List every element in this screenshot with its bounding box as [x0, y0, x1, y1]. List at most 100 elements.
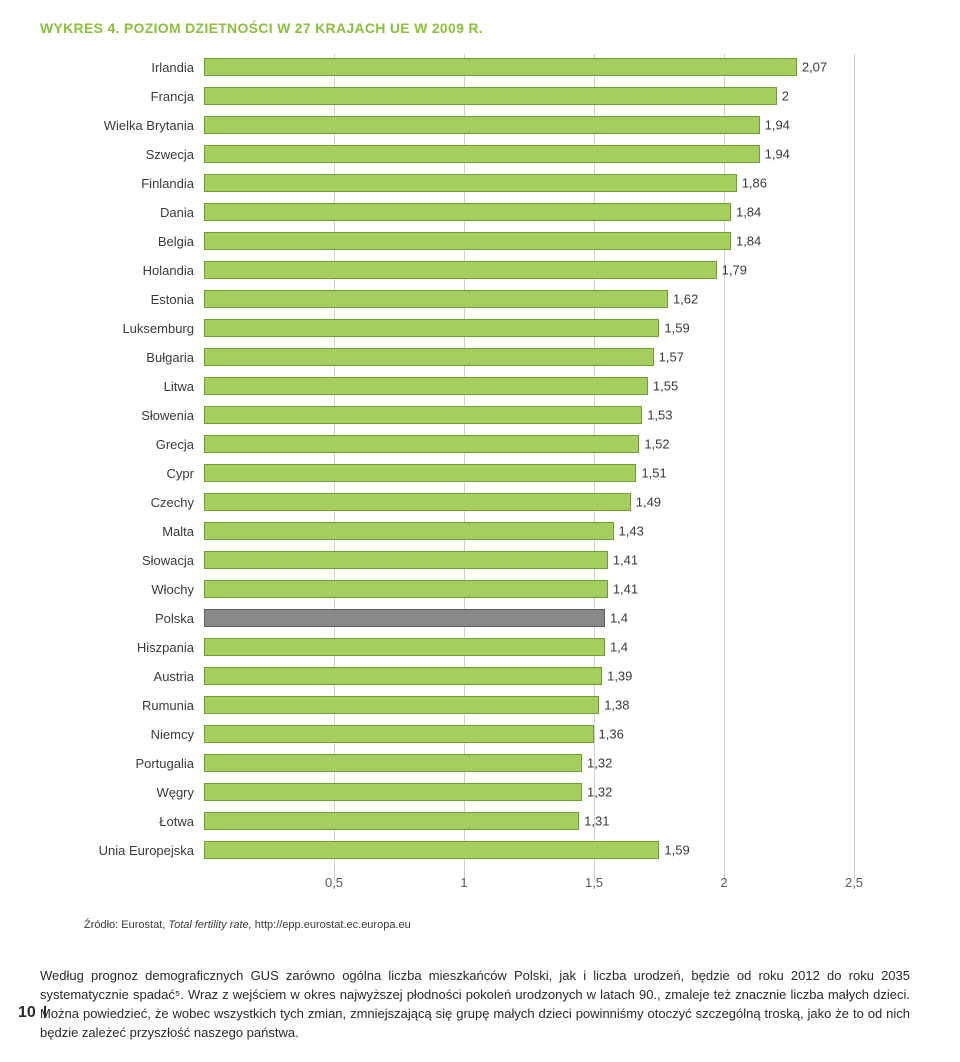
- chart-row: Łotwa1,31: [84, 808, 920, 834]
- chart-value-label: 1,59: [664, 843, 689, 858]
- chart-bar: 1,55: [204, 377, 648, 395]
- chart-category-label: Niemcy: [84, 727, 204, 742]
- chart-x-tick: 1: [460, 875, 467, 890]
- chart-category-label: Węgry: [84, 785, 204, 800]
- chart-value-label: 1,41: [613, 582, 638, 597]
- chart-row: Bułgaria1,57: [84, 344, 920, 370]
- chart-bar-track: 1,32: [204, 783, 920, 801]
- body-paragraph: Według prognoz demograficznych GUS zarów…: [40, 967, 920, 1042]
- chart-title: WYKRES 4. POZIOM DZIETNOŚCI W 27 KRAJACH…: [40, 20, 920, 36]
- chart-bar: 1,32: [204, 754, 582, 772]
- chart-row: Francja2: [84, 83, 920, 109]
- chart-bar-track: 1,43: [204, 522, 920, 540]
- chart-row: Czechy1,49: [84, 489, 920, 515]
- chart-bar: 1,84: [204, 203, 731, 221]
- chart-bar: 1,62: [204, 290, 668, 308]
- chart-row: Litwa1,55: [84, 373, 920, 399]
- chart-value-label: 1,51: [641, 466, 666, 481]
- chart-category-label: Unia Europejska: [84, 843, 204, 858]
- chart-category-label: Bułgaria: [84, 350, 204, 365]
- chart-value-label: 1,39: [607, 669, 632, 684]
- chart-bar-track: 1,4: [204, 638, 920, 656]
- page-number: 10: [18, 1004, 46, 1022]
- chart-value-label: 1,94: [765, 118, 790, 133]
- chart-bar: 1,84: [204, 232, 731, 250]
- chart-category-label: Rumunia: [84, 698, 204, 713]
- chart-bar: 1,4: [204, 638, 605, 656]
- chart-row: Grecja 1,52: [84, 431, 920, 457]
- chart-bar-track: 1,49: [204, 493, 920, 511]
- chart-category-label: Włochy: [84, 582, 204, 597]
- chart-bar-track: 1,86: [204, 174, 920, 192]
- chart-row: Holandia1,79: [84, 257, 920, 283]
- chart-row: Słowenia1,53: [84, 402, 920, 428]
- chart-bar: 1,57: [204, 348, 654, 366]
- chart-bar: 1,36: [204, 725, 594, 743]
- chart-category-label: Malta: [84, 524, 204, 539]
- chart-bar: 1,94: [204, 145, 760, 163]
- chart-bar-track: 1,36: [204, 725, 920, 743]
- chart-category-label: Szwecja: [84, 147, 204, 162]
- chart-category-label: Słowenia: [84, 408, 204, 423]
- chart-bar-highlighted: 1,4: [204, 609, 605, 627]
- chart-category-label: Irlandia: [84, 60, 204, 75]
- chart-value-label: 1,49: [636, 495, 661, 510]
- chart-category-label: Francja: [84, 89, 204, 104]
- chart-row: Luksemburg1,59: [84, 315, 920, 341]
- chart-value-label: 1,86: [742, 176, 767, 191]
- chart-category-label: Dania: [84, 205, 204, 220]
- chart-row: Węgry1,32: [84, 779, 920, 805]
- source-italic: Total fertility rate,: [168, 919, 251, 931]
- chart-category-label: Grecja: [84, 437, 204, 452]
- chart-bar-track: 1,52: [204, 435, 920, 453]
- chart-x-tick: 1,5: [585, 875, 603, 890]
- fertility-chart: Irlandia2,07Francja2Wielka Brytania1,94S…: [84, 54, 920, 897]
- chart-x-tick: 0,5: [325, 875, 343, 890]
- chart-bar: 1,31: [204, 812, 579, 830]
- chart-category-label: Cypr: [84, 466, 204, 481]
- chart-row: Rumunia1,38: [84, 692, 920, 718]
- page-number-bar: [44, 1006, 46, 1018]
- chart-value-label: 1,55: [653, 379, 678, 394]
- chart-category-label: Holandia: [84, 263, 204, 278]
- chart-row: Finlandia1,86: [84, 170, 920, 196]
- chart-x-tick: 2: [720, 875, 727, 890]
- chart-bar-track: 1,38: [204, 696, 920, 714]
- chart-value-label: 1,84: [736, 234, 761, 249]
- chart-bar-track: 1,84: [204, 203, 920, 221]
- chart-bar: 2: [204, 87, 777, 105]
- chart-bar: 1,38: [204, 696, 599, 714]
- chart-row: Szwecja1,94: [84, 141, 920, 167]
- chart-row: Dania1,84: [84, 199, 920, 225]
- chart-bar-track: 1,59: [204, 841, 920, 859]
- chart-bar: 1,41: [204, 551, 608, 569]
- chart-bar: 1,43: [204, 522, 614, 540]
- chart-bar: 1,79: [204, 261, 717, 279]
- chart-bar-track: 1,94: [204, 116, 920, 134]
- chart-value-label: 1,94: [765, 147, 790, 162]
- chart-bar: 1,39: [204, 667, 602, 685]
- chart-row: Wielka Brytania1,94: [84, 112, 920, 138]
- chart-value-label: 1,79: [722, 263, 747, 278]
- chart-bar: 1,41: [204, 580, 608, 598]
- chart-bar-track: 1,62: [204, 290, 920, 308]
- chart-bar-track: 1,53: [204, 406, 920, 424]
- chart-x-axis: 0,511,522,5: [204, 869, 854, 897]
- chart-bar-track: 1,94: [204, 145, 920, 163]
- chart-bar-track: 1,41: [204, 551, 920, 569]
- chart-value-label: 2,07: [802, 60, 827, 75]
- chart-bar-track: 1,4: [204, 609, 920, 627]
- chart-value-label: 1,4: [610, 640, 628, 655]
- chart-bar-track: 1,41: [204, 580, 920, 598]
- chart-row: Estonia1,62: [84, 286, 920, 312]
- chart-row: Niemcy1,36: [84, 721, 920, 747]
- chart-bar: 1,94: [204, 116, 760, 134]
- chart-row: Hiszpania1,4: [84, 634, 920, 660]
- chart-category-label: Hiszpania: [84, 640, 204, 655]
- chart-value-label: 1,52: [644, 437, 669, 452]
- chart-bar-track: 1,39: [204, 667, 920, 685]
- chart-row: Unia Europejska 1,59: [84, 837, 920, 863]
- chart-value-label: 1,32: [587, 756, 612, 771]
- chart-bar-track: 2: [204, 87, 920, 105]
- chart-value-label: 2: [782, 89, 789, 104]
